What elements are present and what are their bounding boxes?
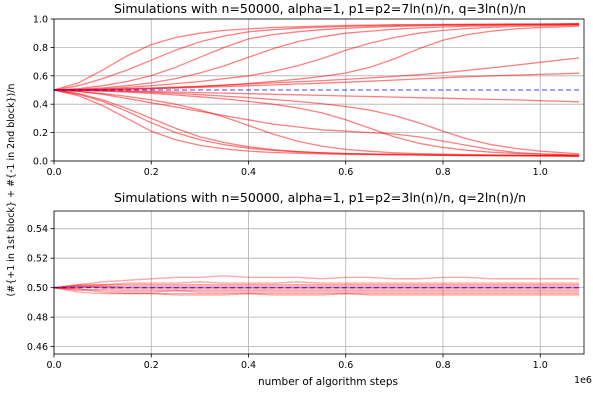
y-tick-label: 0.50: [27, 283, 48, 294]
y-tick-label: 0.6: [33, 71, 48, 82]
x-tick-label: 0.2: [144, 360, 159, 371]
top-chart-series: [53, 23, 580, 157]
x-tick-label: 0.4: [241, 167, 256, 178]
y-axis-label: (#{+1 in 1st block} + #{-1 in 2nd block}…: [6, 84, 17, 297]
x-axis-exponent-label: 1e6: [574, 375, 592, 386]
series-line-8: [53, 72, 580, 91]
series-line-9: [53, 89, 580, 103]
series-line-7: [53, 284, 580, 289]
top-chart-x-ticks: 0.0 0.2 0.4 0.6 0.8 1.0: [46, 161, 548, 178]
x-tick-label: 0.2: [144, 167, 159, 178]
series-line-6: [53, 285, 580, 290]
x-tick-label: 0.4: [241, 360, 256, 371]
x-tick-label: 0.0: [46, 360, 61, 371]
x-tick-label: 0.0: [46, 167, 61, 178]
series-line-1: [53, 275, 580, 289]
top-chart-frame: [53, 18, 585, 162]
y-tick-label: 0.0: [33, 157, 48, 168]
series-line-15: [53, 89, 580, 155]
x-tick-label: 1.0: [533, 167, 548, 178]
y-tick-label: 0.4: [33, 100, 48, 111]
y-tick-label: 1.0: [33, 15, 48, 26]
series-line-4: [53, 287, 580, 293]
y-tick-label: 0.2: [33, 128, 48, 139]
x-axis-label: number of algorithm steps: [258, 376, 398, 388]
series-line-4: [53, 23, 580, 91]
series-line-10: [53, 287, 580, 295]
series-line-13: [53, 89, 580, 157]
x-tick-label: 0.6: [338, 360, 353, 371]
series-line-10: [53, 89, 580, 156]
x-tick-label: 0.8: [435, 360, 450, 371]
y-tick-label: 0.48: [27, 313, 48, 324]
y-tick-label: 0.52: [27, 254, 48, 265]
series-line-5: [53, 24, 580, 91]
series-line-3: [53, 281, 580, 289]
series-line-2: [53, 287, 580, 296]
series-line-14: [53, 89, 580, 156]
series-line-5: [54, 285, 580, 289]
bottom-chart-x-ticks: 0.0 0.2 0.4 0.6 0.8 1.0: [46, 354, 548, 371]
bottom-chart-y-ticks: 0.46 0.48 0.50 0.52 0.54: [27, 224, 54, 353]
series-line-16: [53, 89, 580, 157]
y-tick-label: 0.8: [33, 43, 48, 54]
x-tick-label: 1.0: [533, 360, 548, 371]
top-chart-title: Simulations with n=50000, alpha=1, p1=p2…: [114, 1, 526, 16]
bottom-chart-frame: [53, 210, 585, 355]
series-line-3: [53, 23, 580, 91]
x-tick-label: 0.8: [435, 167, 450, 178]
y-tick-label: 0.46: [27, 342, 48, 353]
top-chart-y-ticks: 0.0 0.2 0.4 0.6 0.8 1.0: [33, 15, 54, 168]
series-line-8: [53, 287, 580, 292]
bottom-chart-series: [53, 275, 580, 296]
x-tick-label: 0.6: [338, 167, 353, 178]
y-tick-label: 0.54: [27, 224, 48, 235]
bottom-chart-title: Simulations with n=50000, alpha=1, p1=p2…: [114, 190, 526, 205]
